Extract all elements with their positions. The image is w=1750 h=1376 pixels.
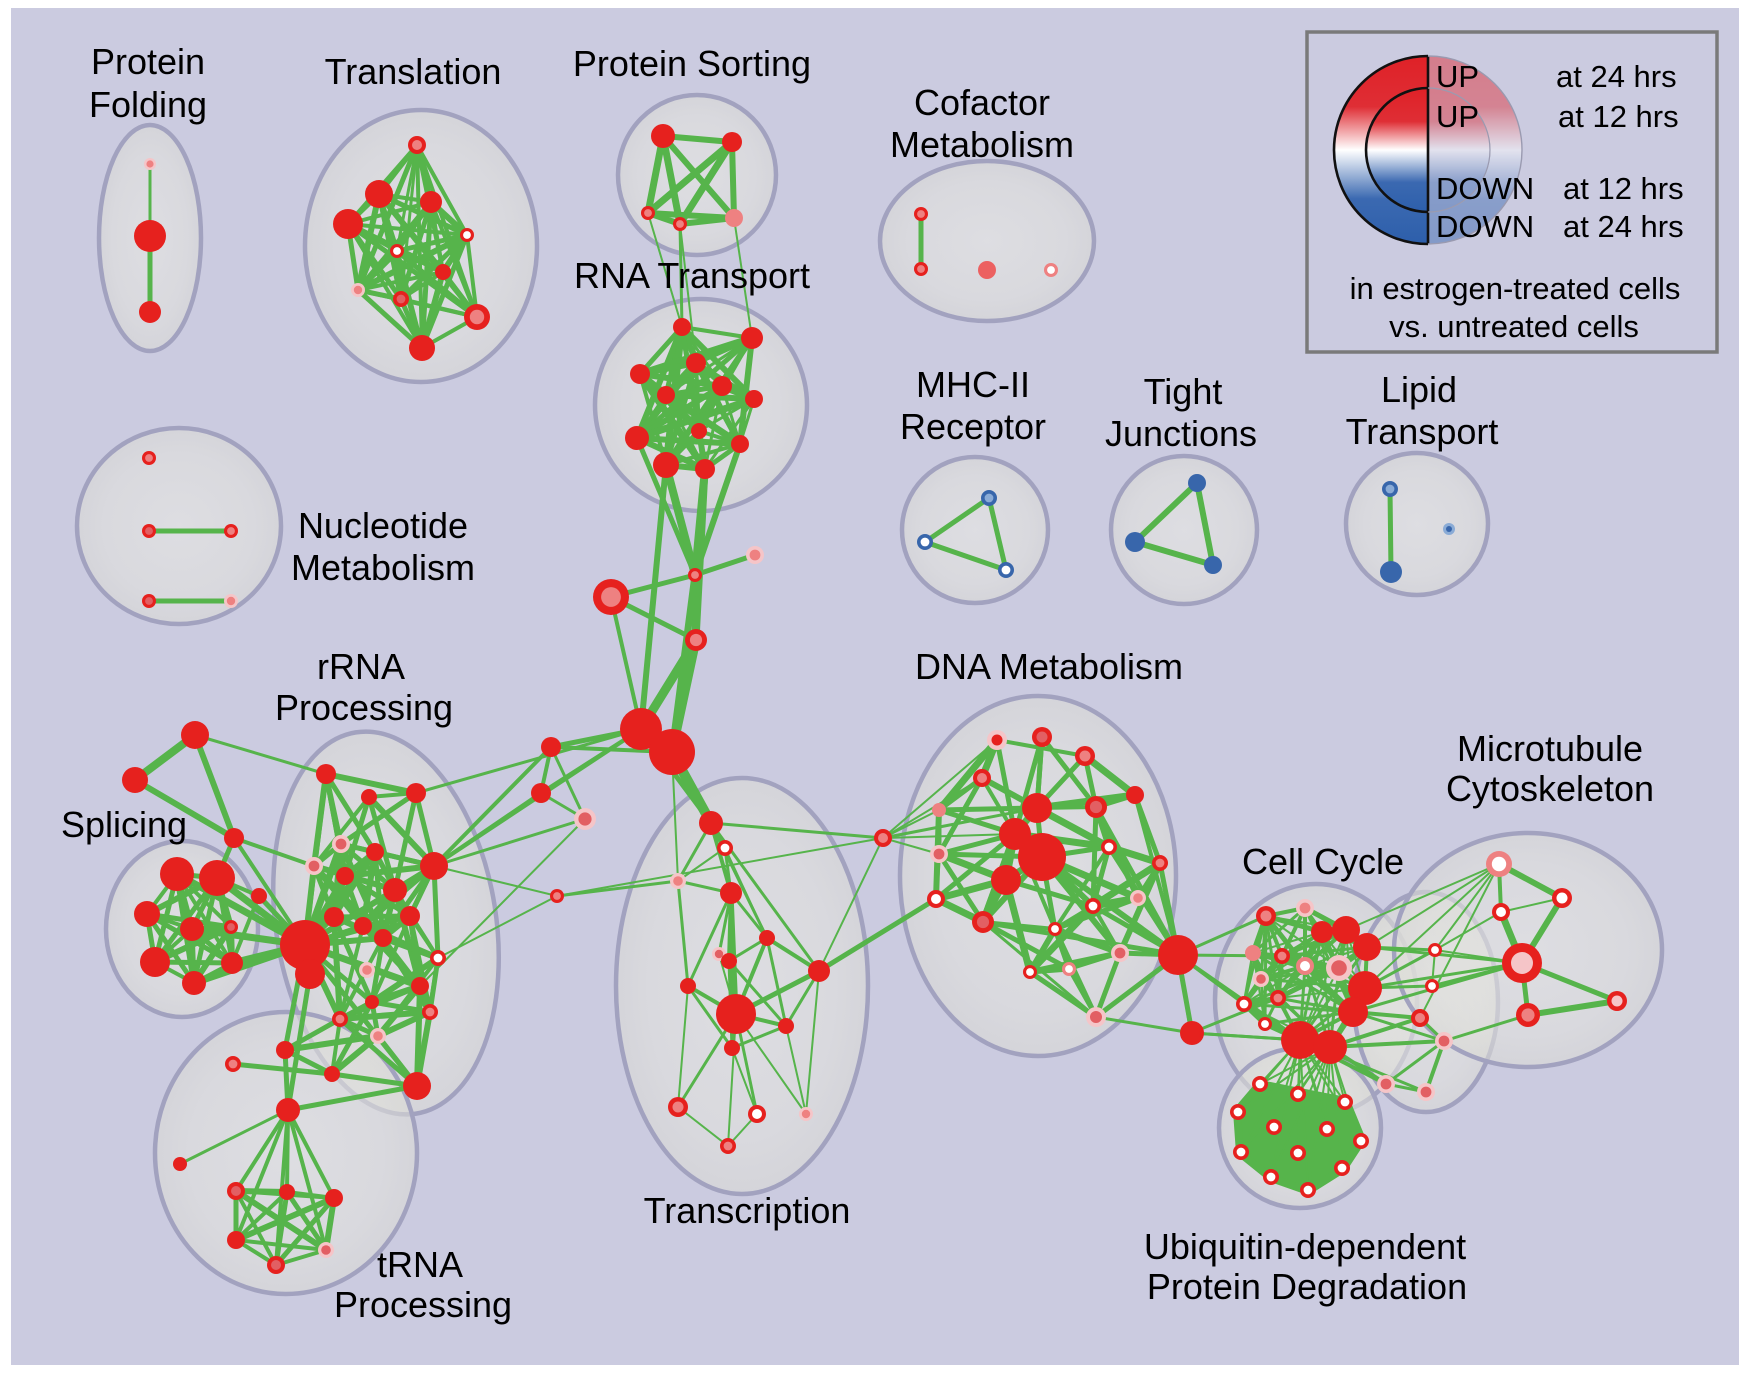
svg-text:Lipid: Lipid [1381, 369, 1457, 410]
svg-text:at 24 hrs: at 24 hrs [1563, 209, 1684, 244]
svg-text:Folding: Folding [89, 84, 207, 125]
svg-text:Protein: Protein [91, 41, 205, 82]
svg-text:Metabolism: Metabolism [291, 547, 475, 588]
svg-text:at 12 hrs: at 12 hrs [1563, 171, 1684, 206]
svg-text:Nucleotide: Nucleotide [298, 505, 468, 546]
svg-text:Receptor: Receptor [900, 406, 1046, 447]
svg-text:RNA Transport: RNA Transport [574, 255, 810, 296]
svg-text:Processing: Processing [275, 687, 453, 728]
svg-text:tRNA: tRNA [377, 1244, 463, 1285]
svg-text:Junctions: Junctions [1105, 413, 1257, 454]
svg-text:in estrogen-treated cells: in estrogen-treated cells [1350, 271, 1681, 306]
svg-text:Translation: Translation [325, 51, 502, 92]
svg-text:Tight: Tight [1144, 371, 1223, 412]
svg-text:vs. untreated cells: vs. untreated cells [1389, 309, 1639, 344]
svg-text:Splicing: Splicing [61, 804, 187, 845]
svg-text:at 12 hrs: at 12 hrs [1558, 99, 1679, 134]
svg-text:Metabolism: Metabolism [890, 124, 1074, 165]
svg-text:DNA Metabolism: DNA Metabolism [915, 646, 1183, 687]
svg-text:DOWN: DOWN [1436, 171, 1534, 206]
svg-text:Cytoskeleton: Cytoskeleton [1446, 768, 1654, 809]
svg-text:UP: UP [1436, 59, 1479, 94]
svg-text:Processing: Processing [334, 1284, 512, 1325]
svg-text:Transcription: Transcription [644, 1190, 851, 1231]
svg-text:Protein Sorting: Protein Sorting [573, 43, 811, 84]
svg-text:rRNA: rRNA [317, 646, 405, 687]
svg-text:Microtubule: Microtubule [1457, 728, 1643, 769]
svg-text:Protein Degradation: Protein Degradation [1147, 1266, 1467, 1307]
svg-text:UP: UP [1436, 99, 1479, 134]
svg-text:MHC-II: MHC-II [916, 364, 1030, 405]
svg-text:Ubiquitin-dependent: Ubiquitin-dependent [1144, 1226, 1466, 1267]
svg-text:at 24 hrs: at 24 hrs [1556, 59, 1677, 94]
svg-text:Cofactor: Cofactor [914, 82, 1050, 123]
svg-text:Cell Cycle: Cell Cycle [1242, 841, 1404, 882]
svg-text:Transport: Transport [1346, 411, 1499, 452]
svg-text:DOWN: DOWN [1436, 209, 1534, 244]
